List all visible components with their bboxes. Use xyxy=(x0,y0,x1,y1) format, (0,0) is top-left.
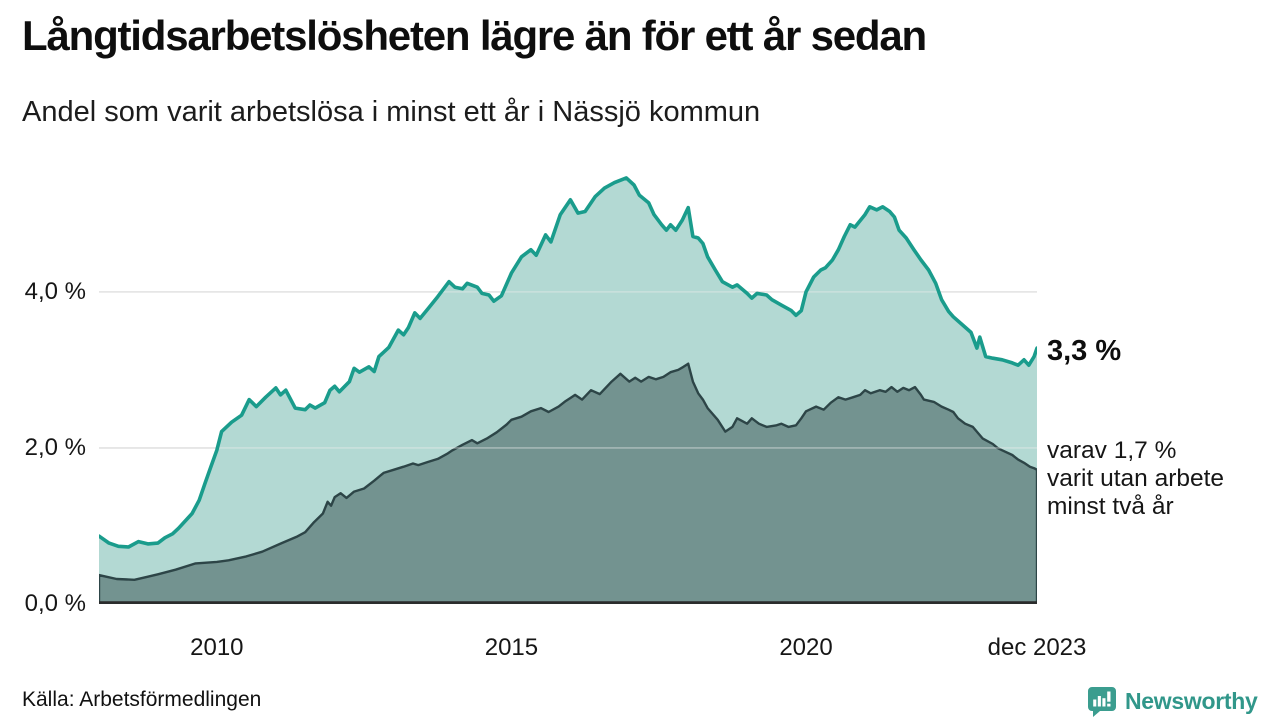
x-axis-tick-label: 2010 xyxy=(190,634,244,661)
plot-area xyxy=(99,176,1037,604)
x-axis-tick-label: 2020 xyxy=(779,634,833,661)
x-axis-tick-label: 2015 xyxy=(484,634,539,661)
two-year-note-line: varav 1,7 % xyxy=(1047,437,1177,464)
y-axis-tick-label: 0,0 % xyxy=(24,590,86,617)
y-axis-tick-label: 2,0 % xyxy=(24,433,86,461)
newsworthy-logo-text: Newsworthy xyxy=(1125,688,1258,714)
series-line-one-year xyxy=(99,176,1037,549)
series-area-two-year xyxy=(99,362,1037,604)
source-text: Källa: Arbetsförmedlingen xyxy=(22,688,262,711)
newsworthy-logo: Newsworthy xyxy=(1086,685,1258,718)
x-axis-tick-label: dec 2023 xyxy=(987,634,1087,661)
chart-subtitle: Andel som varit arbetslösa i minst ett å… xyxy=(22,96,761,128)
latest-value-label: 3,3 % xyxy=(1047,335,1122,367)
gridlines-over xyxy=(99,291,1037,449)
y-axis-tick-label: 4,0 % xyxy=(24,277,86,305)
two-year-note-line: varit utan arbete xyxy=(1047,465,1225,492)
page-title: Långtidsarbetslösheten lägre än för ett … xyxy=(22,12,927,59)
two-year-note: varav 1,7 % varit utan arbete minst två … xyxy=(1047,437,1224,521)
newsworthy-bubble-chart-icon xyxy=(1086,685,1118,718)
two-year-note-line: minst två år xyxy=(1047,493,1174,520)
